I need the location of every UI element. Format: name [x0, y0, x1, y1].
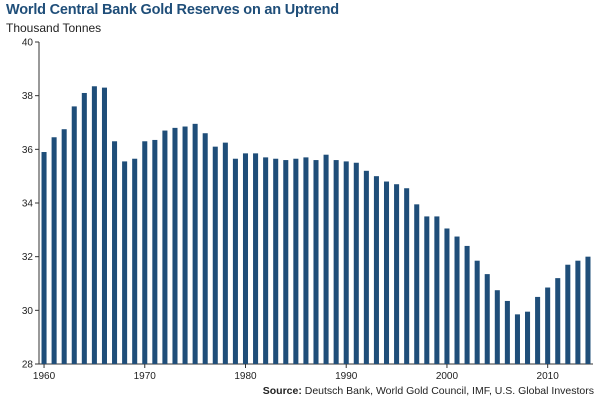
bar-1980 — [242, 153, 249, 364]
y-ticks: 28 30 32 34 36 38 40 — [22, 38, 39, 371]
bar-2001 — [454, 236, 460, 364]
y-tick-label: 38 — [22, 91, 34, 102]
chart-title: World Central Bank Gold Reserves on an U… — [6, 2, 339, 18]
source-note: Source: Deutsch Bank, World Gold Council… — [263, 385, 594, 397]
x-tick-label: 1960 — [33, 371, 56, 382]
bar-1968 — [122, 161, 128, 364]
bar-1999 — [434, 216, 440, 364]
x-ticks: 1960 1970 1980 1990 2000 2010 — [33, 364, 559, 382]
source-label: Source: — [262, 385, 302, 397]
y-tick-label: 36 — [22, 145, 34, 156]
bar-2004 — [484, 274, 490, 364]
bar-1964 — [81, 92, 87, 364]
x-tick-label: 2010 — [537, 371, 560, 382]
bar-2013 — [575, 260, 581, 364]
y-tick-label: 28 — [22, 360, 34, 371]
y-tick-label: 30 — [22, 306, 34, 317]
bars — [41, 86, 591, 365]
y-tick-label: 40 — [22, 38, 34, 49]
bar-1998 — [424, 216, 430, 364]
bar-1986 — [303, 157, 309, 364]
x-tick-label: 1990 — [335, 371, 358, 382]
bar-1991 — [353, 162, 359, 364]
bar-1966 — [101, 87, 107, 365]
bar-1973 — [172, 127, 178, 365]
bar-1979 — [232, 158, 238, 364]
bar-1988 — [323, 154, 329, 364]
bar-1975 — [192, 123, 198, 364]
bar-1971 — [152, 139, 158, 364]
x-tick-label: 1980 — [234, 371, 257, 382]
bar-1987 — [313, 160, 319, 364]
bar-1969 — [132, 158, 138, 364]
bar-1978 — [222, 142, 228, 365]
bar-1985 — [293, 158, 299, 364]
bar-2010 — [545, 287, 551, 364]
bar-1984 — [283, 160, 289, 364]
bar-1976 — [202, 133, 208, 364]
bar-1997 — [414, 204, 420, 364]
bar-1981 — [253, 153, 259, 364]
source-text: Deutsch Bank, World Gold Council, IMF, U… — [301, 385, 594, 397]
bar-1963 — [71, 106, 77, 365]
bar-2002 — [464, 245, 470, 364]
bar-1996 — [404, 188, 410, 364]
x-tick-label: 1970 — [134, 371, 157, 382]
bar-2012 — [565, 264, 571, 364]
y-tick-label: 34 — [22, 199, 34, 210]
bar-1992 — [363, 170, 369, 364]
bar-2008 — [525, 311, 531, 364]
bar-1993 — [373, 176, 379, 364]
bar-1965 — [91, 86, 97, 365]
bar-1977 — [212, 146, 218, 364]
y-tick-label: 32 — [22, 252, 34, 263]
bar-2011 — [555, 278, 561, 364]
bar-1961 — [51, 137, 57, 364]
bar-1994 — [383, 181, 390, 364]
bar-1967 — [112, 141, 118, 364]
bar-1970 — [142, 141, 148, 364]
y-axis-label: Thousand Tonnes — [6, 21, 102, 35]
bar-2009 — [535, 296, 541, 364]
bar-1982 — [263, 157, 269, 364]
bar-2003 — [474, 260, 480, 364]
bar-1960 — [41, 152, 47, 364]
bar-2000 — [444, 228, 450, 364]
bar-1989 — [333, 160, 339, 364]
bar-1972 — [162, 130, 168, 364]
bar-2007 — [514, 314, 520, 364]
x-tick-label: 2000 — [436, 371, 459, 382]
bar-1990 — [343, 161, 349, 364]
bar-2006 — [504, 300, 510, 364]
bar-2005 — [494, 290, 500, 364]
bar-1974 — [182, 126, 188, 365]
bar-2014 — [585, 256, 591, 364]
bar-1983 — [273, 158, 279, 364]
bar-1995 — [394, 184, 400, 364]
bar-1962 — [61, 129, 67, 364]
